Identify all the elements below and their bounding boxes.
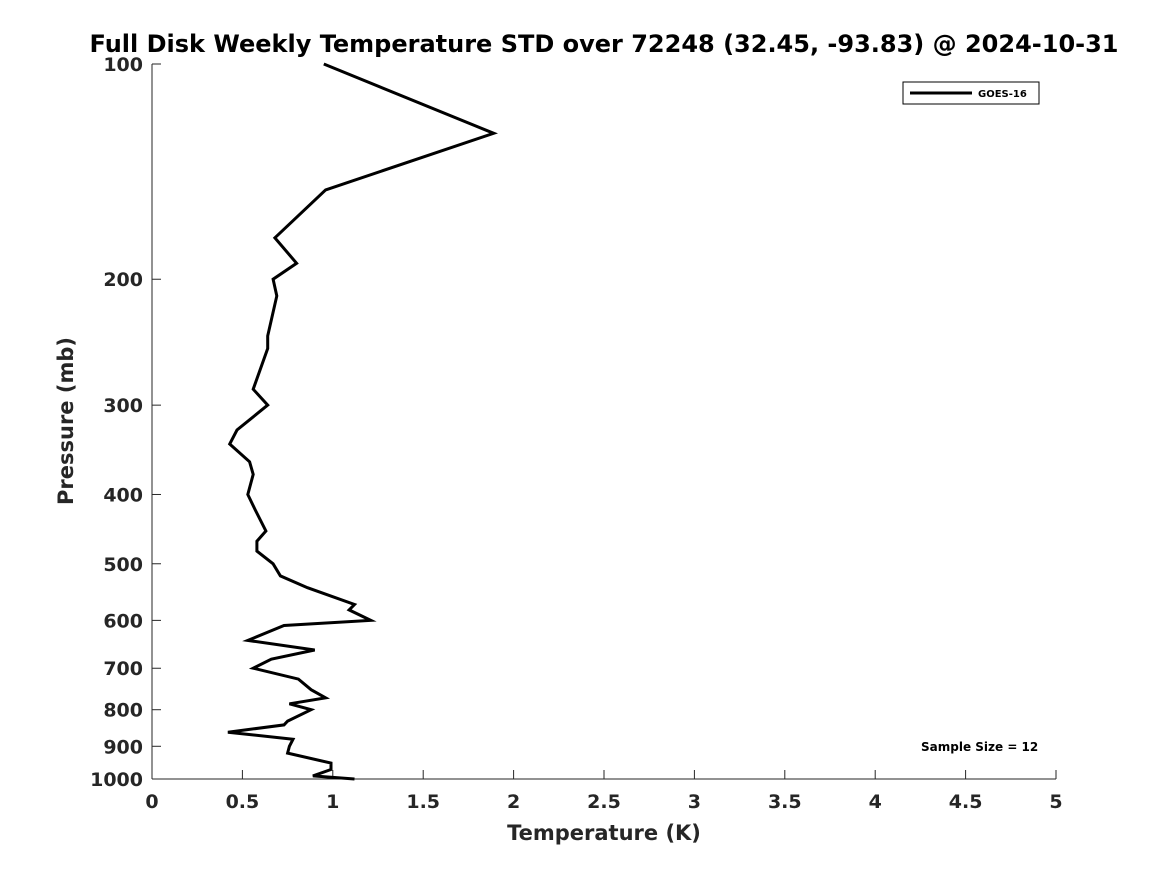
- x-tick-label: 2.5: [587, 791, 621, 813]
- x-tick-label: 4.5: [949, 791, 983, 813]
- legend-entry-goes-16: GOES-16: [978, 89, 1027, 100]
- y-tick-label: 100: [103, 54, 143, 76]
- y-axis-ticks: 100 200 300 400 500 600 700 800 900 1000: [90, 54, 161, 791]
- series-line-goes-16: [227, 62, 499, 781]
- x-tick-label: 1.5: [406, 791, 440, 813]
- series-layer: [227, 62, 499, 781]
- x-axis-ticks: 0 0.5 1 1.5 2 2.5 3 3.5 4 4.5 5: [145, 770, 1063, 813]
- y-tick-label: 800: [103, 700, 143, 722]
- x-tick-label: 2: [507, 791, 520, 813]
- y-tick-label: 400: [103, 484, 143, 506]
- y-tick-label: 600: [103, 610, 143, 632]
- chart-title: Full Disk Weekly Temperature STD over 72…: [90, 30, 1119, 58]
- x-tick-label: 4: [869, 791, 882, 813]
- y-tick-label: 1000: [90, 769, 143, 791]
- x-tick-label: 3.5: [768, 791, 802, 813]
- x-tick-label: 0.5: [226, 791, 260, 813]
- x-tick-label: 3: [688, 791, 701, 813]
- x-tick-label: 1: [326, 791, 339, 813]
- y-axis-label: Pressure (mb): [54, 337, 78, 505]
- y-tick-label: 900: [103, 736, 143, 758]
- x-tick-label: 5: [1049, 791, 1062, 813]
- x-tick-label: 0: [145, 791, 158, 813]
- y-tick-label: 500: [103, 554, 143, 576]
- y-tick-label: 300: [103, 395, 143, 417]
- y-tick-label: 700: [103, 658, 143, 680]
- legend: GOES-16: [902, 81, 1040, 105]
- x-axis-label: Temperature (K): [507, 821, 701, 845]
- sample-size-annotation: Sample Size = 12: [921, 740, 1038, 754]
- y-tick-label: 200: [103, 269, 143, 291]
